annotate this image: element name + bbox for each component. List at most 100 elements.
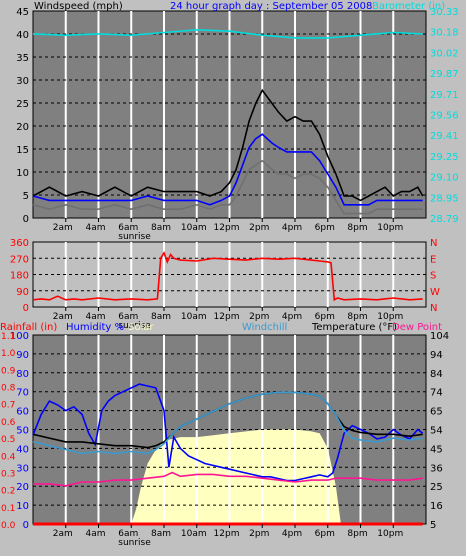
right-tick-label: 29.56 bbox=[430, 111, 459, 122]
left-tick-label: 100 bbox=[10, 331, 29, 342]
legend-dew-point: Dew Point bbox=[392, 322, 442, 333]
right-tick-label: 28.79 bbox=[430, 214, 459, 225]
series-barometer bbox=[32, 28, 423, 39]
left-tick-label: 20 bbox=[16, 122, 29, 133]
right-tick-label: 16 bbox=[430, 501, 443, 512]
x-tick-label: 8pm bbox=[347, 312, 367, 322]
series-gust bbox=[32, 88, 424, 202]
x-tick-label: 6am bbox=[118, 529, 138, 539]
x-tick-label: 10am bbox=[181, 529, 207, 539]
x-tick-label: 4am bbox=[85, 529, 105, 539]
wind-title: 24 hour graph day : September 05 2008 bbox=[170, 1, 372, 12]
x-tick-label: 8pm bbox=[347, 529, 367, 539]
x-tick-label: 12pm bbox=[214, 529, 240, 539]
right-tick-label: 104 bbox=[430, 331, 449, 342]
x-tick-label: 2am bbox=[53, 223, 73, 233]
left-tick-label-2: 0.7 bbox=[1, 401, 15, 411]
x-tick-label: 2pm bbox=[249, 223, 269, 233]
right-tick-label: 45 bbox=[430, 444, 443, 455]
right-tick-label: 29.10 bbox=[430, 173, 459, 184]
left-tick-label: 0 bbox=[23, 520, 29, 531]
x-tick-label: 12pm bbox=[214, 223, 240, 233]
x-tick-label: 2pm bbox=[249, 529, 269, 539]
left-tick-label: 180 bbox=[10, 271, 29, 282]
left-tick-label-2: 0.8 bbox=[1, 384, 16, 394]
right-tick-label: 25 bbox=[430, 482, 443, 493]
left-tick-label-2: 0.3 bbox=[1, 469, 15, 479]
right-tick-label: N bbox=[430, 238, 437, 249]
legend-temperature: Temperature (°F) bbox=[311, 322, 397, 333]
left-tick-label: 0 bbox=[23, 214, 29, 225]
left-tick-label: 25 bbox=[16, 99, 29, 110]
x-tick-label: 4am bbox=[85, 223, 105, 233]
x-tick-label: 10pm bbox=[377, 223, 403, 233]
legend-humidity: Humidity % bbox=[66, 322, 124, 333]
x-tick-label: 4pm bbox=[282, 312, 302, 322]
left-tick-label: 40 bbox=[16, 444, 29, 455]
legend-rainfall: Rainfall (in) bbox=[0, 322, 57, 333]
right-tick-label: N bbox=[430, 303, 437, 314]
right-tick-label: 74 bbox=[430, 388, 443, 399]
series-humidity bbox=[32, 383, 424, 482]
left-tick-label: 270 bbox=[10, 254, 29, 265]
right-tick-label: 5 bbox=[430, 520, 436, 531]
right-tick-label: 29.25 bbox=[430, 152, 459, 163]
right-tick-label: 30.18 bbox=[430, 28, 459, 39]
left-tick-label: 5 bbox=[23, 191, 29, 202]
left-tick-label: 20 bbox=[16, 482, 29, 493]
x-tick-label: 6pm bbox=[315, 312, 335, 322]
temp-series bbox=[32, 383, 424, 526]
right-tick-label: 29.87 bbox=[430, 69, 459, 80]
x-tick-label: 12pm bbox=[214, 312, 240, 322]
legend-windchill: Windchill bbox=[242, 322, 287, 333]
right-tick-label: E bbox=[430, 254, 436, 265]
left-tick-label-2: 0.9 bbox=[1, 366, 16, 376]
x-tick-label: 2pm bbox=[249, 312, 269, 322]
legend-solar: Solar bbox=[128, 322, 154, 333]
left-tick-label-2: 0.0 bbox=[1, 521, 16, 531]
right-tick-label: 30.02 bbox=[430, 48, 459, 59]
x-tick-label: 6pm bbox=[315, 223, 335, 233]
x-tick-label: 6am bbox=[118, 312, 138, 322]
left-tick-label-2: 0.5 bbox=[1, 435, 15, 445]
x-tick-label: 2am bbox=[53, 529, 73, 539]
x-tick-label: 10pm bbox=[377, 529, 403, 539]
temp-legend: Rainfall (in) Humidity % Solar Windchill… bbox=[0, 322, 442, 333]
sunrise-label: sunrise bbox=[118, 538, 151, 548]
x-tick-label: 10am bbox=[181, 223, 207, 233]
x-tick-label: 8pm bbox=[347, 223, 367, 233]
x-tick-label: 8am bbox=[151, 312, 171, 322]
left-tick-label: 10 bbox=[16, 168, 29, 179]
series-low bbox=[32, 159, 423, 215]
x-tick-label: 8am bbox=[151, 529, 171, 539]
left-tick-label-2: 0.2 bbox=[1, 487, 15, 497]
x-tick-label: 8am bbox=[151, 223, 171, 233]
sunrise-label: sunrise bbox=[118, 232, 151, 242]
direction-series bbox=[32, 250, 423, 302]
sunrise-label: sunrise bbox=[118, 321, 151, 331]
left-tick-label: 50 bbox=[16, 426, 29, 437]
x-tick-label: 4pm bbox=[282, 223, 302, 233]
right-tick-label: 30.33 bbox=[430, 7, 459, 18]
x-tick-label: 6pm bbox=[315, 529, 335, 539]
direction-grid bbox=[33, 242, 426, 307]
left-tick-label-2: 1.1 bbox=[1, 332, 15, 342]
series-windchill bbox=[32, 391, 423, 455]
left-tick-label: 0 bbox=[23, 303, 29, 314]
right-tick-label: 28.95 bbox=[430, 193, 459, 204]
left-tick-label: 15 bbox=[16, 145, 29, 156]
left-tick-label-2: 0.6 bbox=[1, 418, 16, 428]
right-tick-label: 29.41 bbox=[430, 131, 459, 142]
left-tick-label: 45 bbox=[16, 7, 29, 18]
right-tick-label: 65 bbox=[430, 407, 443, 418]
left-tick-label: 90 bbox=[16, 350, 29, 361]
left-tick-label: 60 bbox=[16, 407, 29, 418]
left-tick-label: 35 bbox=[16, 53, 29, 64]
x-tick-label: 10am bbox=[181, 312, 207, 322]
series-wind_direction bbox=[32, 250, 423, 302]
right-tick-label: 84 bbox=[430, 369, 443, 380]
left-tick-label: 70 bbox=[16, 388, 29, 399]
right-tick-label: W bbox=[430, 287, 440, 298]
